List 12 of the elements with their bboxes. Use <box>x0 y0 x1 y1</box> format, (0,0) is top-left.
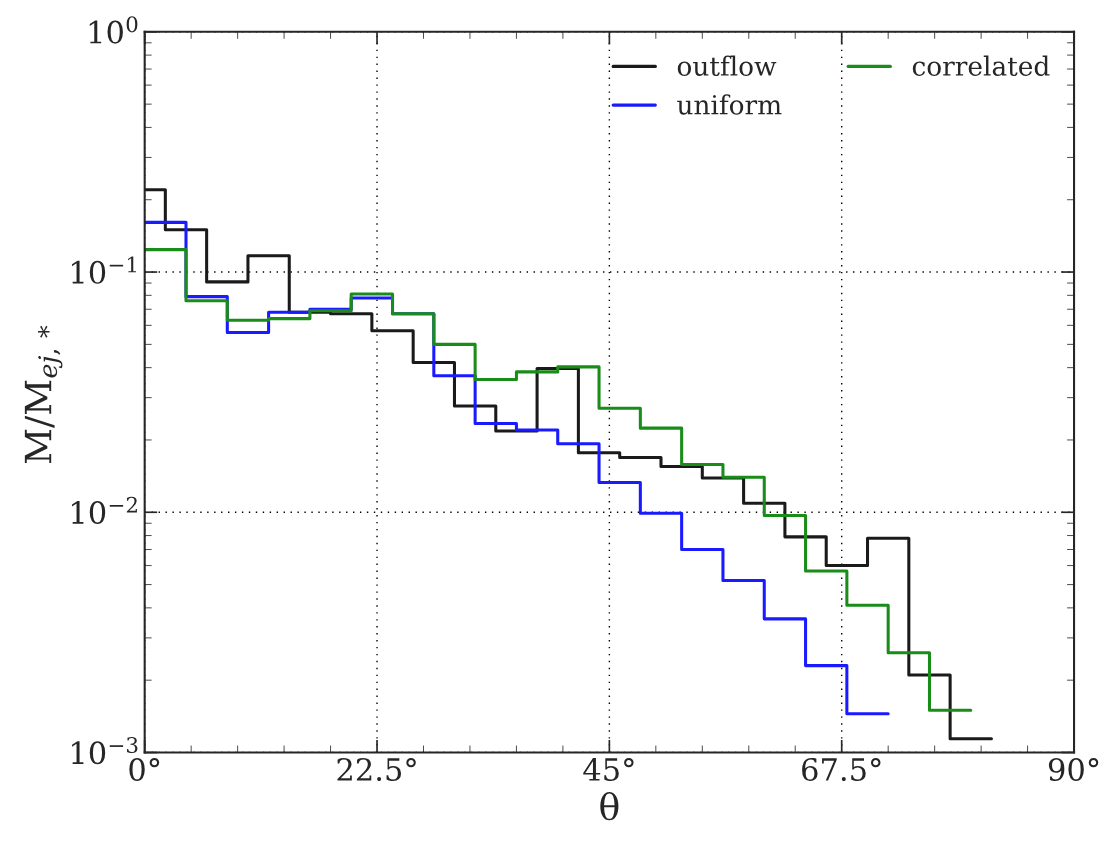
y-tick-label: 10$^{−1}$ <box>72 256 136 284</box>
x-tick-label: 90° <box>1048 757 1099 782</box>
x-tick-label: 22.5° <box>337 757 416 782</box>
y-axis-title: M/M$_{ej,*}$ <box>24 325 63 464</box>
x-axis-title: θ <box>600 792 619 821</box>
legend-label: uniform <box>677 94 782 115</box>
x-tick-label: 67.5° <box>802 757 881 782</box>
x-tick-label: 45° <box>583 757 634 782</box>
legend-label: outflow <box>677 55 777 76</box>
y-tick-label: 10$^{−2}$ <box>72 496 137 525</box>
y-tick-label: 10$^{0}$ <box>89 16 138 44</box>
legend-label: correlated <box>912 55 1050 76</box>
